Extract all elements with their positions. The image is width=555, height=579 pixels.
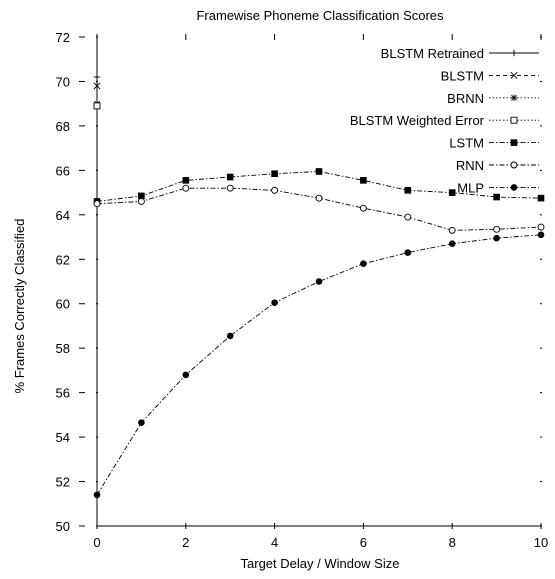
data-point-mlp — [360, 260, 367, 268]
y-tick-label: 58 — [56, 341, 70, 356]
x-tick-label: 8 — [449, 535, 456, 550]
legend-label: LSTM — [449, 136, 484, 151]
legend-marker — [510, 49, 518, 57]
data-point-mlp — [226, 332, 234, 340]
data-point-mlp — [271, 299, 278, 306]
chart-title: Framewise Phoneme Classification Scores — [196, 8, 444, 23]
y-tick-label: 72 — [56, 30, 70, 45]
legend-label: RNN — [456, 158, 484, 173]
legend-label: BLSTM Retrained — [381, 46, 484, 61]
legend-marker — [510, 94, 518, 101]
series-blstm — [93, 82, 101, 90]
legend-entry-blstm-weighted-error: BLSTM Weighted Error — [350, 113, 539, 128]
data-point-rnn — [226, 184, 234, 192]
data-point-lstm — [537, 194, 545, 202]
legend-marker — [510, 161, 518, 169]
legend-entry-mlp: MLP — [457, 180, 539, 195]
data-point-lstm — [448, 189, 456, 196]
legend-label: BRNN — [447, 91, 484, 106]
data-point-mlp — [315, 278, 323, 285]
data-point-lstm — [182, 177, 190, 184]
data-point-rnn — [537, 223, 545, 231]
data-point-lstm — [138, 192, 145, 200]
y-tick-label: 50 — [56, 519, 70, 534]
y-tick-label: 54 — [56, 430, 70, 445]
x-axis-label: Target Delay / Window Size — [241, 556, 400, 571]
series-line-mlp — [96, 234, 542, 496]
y-tick-label: 52 — [56, 475, 70, 490]
data-point-rnn — [137, 198, 145, 205]
y-tick-label: 70 — [56, 74, 70, 89]
data-point-rnn — [493, 225, 501, 233]
legend-entry-lstm: LSTM — [449, 136, 539, 151]
x-tick-label: 4 — [271, 535, 278, 550]
data-point-rnn — [448, 226, 456, 234]
x-tick-label: 10 — [534, 535, 548, 550]
legend-entry-blstm: BLSTM — [441, 68, 539, 83]
legend-entry-brnn: BRNN — [447, 91, 539, 106]
data-point-blstm — [93, 82, 101, 90]
legend-label: MLP — [457, 180, 484, 195]
data-point-mlp — [182, 371, 190, 379]
legend-marker — [510, 139, 518, 146]
data-point-mlp — [138, 419, 145, 426]
x-tick-label: 2 — [182, 535, 189, 550]
data-point-mlp — [404, 249, 412, 256]
data-point-mlp — [537, 231, 545, 239]
data-point-blstm-retrained — [93, 73, 101, 81]
y-axis-label: % Frames Correctly Classified — [12, 219, 27, 394]
x-tick-label: 0 — [93, 535, 100, 550]
y-tick-label: 64 — [56, 208, 70, 223]
series-mlp — [93, 231, 545, 499]
data-point-rnn — [93, 200, 101, 208]
data-point-lstm — [271, 170, 278, 177]
series-blstm-retrained — [93, 73, 101, 81]
data-point-lstm — [404, 187, 412, 194]
y-tick-label: 60 — [56, 297, 70, 312]
y-tick-label: 68 — [56, 119, 70, 134]
series-rnn — [93, 184, 545, 234]
legend-label: BLSTM Weighted Error — [350, 113, 485, 128]
legend-entry-rnn: RNN — [456, 158, 539, 173]
data-point-lstm — [315, 168, 323, 175]
data-point-mlp — [448, 240, 456, 248]
data-point-lstm — [360, 177, 367, 184]
data-point-rnn — [359, 204, 367, 212]
legend-entry-blstm-retrained: BLSTM Retrained — [381, 46, 539, 61]
legend-marker — [510, 71, 518, 79]
data-point-mlp — [493, 234, 500, 242]
legend-marker — [510, 184, 518, 191]
data-point-lstm — [226, 173, 234, 181]
y-tick-label: 56 — [56, 386, 70, 401]
data-point-rnn — [271, 186, 279, 194]
legend-marker — [510, 116, 518, 124]
y-tick-label: 66 — [56, 163, 70, 178]
legend-label: BLSTM — [441, 68, 484, 83]
x-tick-label: 6 — [360, 535, 367, 550]
data-point-rnn — [404, 213, 412, 221]
axes — [96, 36, 542, 527]
series-layer — [93, 73, 545, 499]
legend: BLSTM Retrained BLSTM BRNN BLSTM Weighted E… — [350, 46, 539, 195]
data-point-blstm-weighted-error — [93, 102, 101, 110]
data-point-lstm — [493, 193, 500, 201]
data-point-mlp — [93, 491, 101, 499]
data-point-rnn — [182, 184, 190, 192]
data-point-rnn — [315, 194, 323, 202]
y-tick-label: 62 — [56, 252, 70, 267]
series-blstm-weighted-error — [93, 102, 101, 110]
